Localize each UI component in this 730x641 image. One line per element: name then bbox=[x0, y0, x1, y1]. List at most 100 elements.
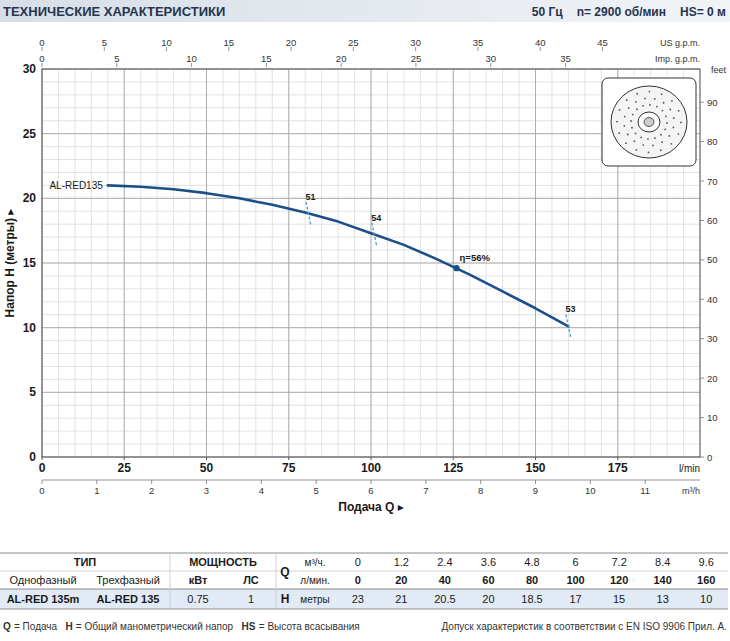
icon-dot bbox=[624, 116, 626, 118]
icon-dot bbox=[666, 122, 668, 124]
table-rule bbox=[0, 553, 728, 554]
secondary-tick bbox=[42, 480, 43, 484]
table-cell: 2.4 bbox=[437, 556, 452, 568]
header-bar bbox=[0, 0, 730, 22]
secondary-tick-label: 50 bbox=[707, 254, 718, 265]
footer-text: = Подача bbox=[14, 621, 58, 632]
y-tick-label: 20 bbox=[23, 191, 37, 205]
x-tick-label: 150 bbox=[525, 461, 545, 475]
secondary-tick bbox=[261, 480, 262, 484]
header-spec: HS= 0 м bbox=[680, 5, 726, 19]
icon-dot bbox=[649, 104, 651, 106]
secondary-tick-label: 20 bbox=[707, 373, 718, 384]
icon-dot bbox=[677, 133, 679, 135]
table-cell: 20 bbox=[482, 593, 494, 605]
y-tick-label: 10 bbox=[23, 321, 37, 335]
icon-dot bbox=[680, 122, 682, 124]
secondary-tick-label: 1 bbox=[94, 485, 99, 496]
table-subheader: Однофазный bbox=[9, 574, 76, 586]
x-tick bbox=[617, 457, 618, 460]
secondary-tick bbox=[700, 141, 704, 142]
minor-grid bbox=[42, 392, 700, 393]
table-cell: 160 bbox=[697, 574, 715, 586]
y-tick-label: 5 bbox=[29, 385, 36, 399]
secondary-tick-label: 10 bbox=[161, 37, 172, 48]
x-tick bbox=[535, 457, 536, 460]
x-tick bbox=[124, 457, 125, 460]
icon-frame bbox=[602, 78, 696, 166]
secondary-tick-label: 9 bbox=[533, 485, 538, 496]
secondary-tick-label: 3 bbox=[204, 485, 209, 496]
x-unit: l/min bbox=[679, 463, 700, 474]
table-cell: AL-RED 135m bbox=[7, 593, 80, 605]
efficiency-label: 53 bbox=[565, 304, 575, 314]
table-cell: 17 bbox=[569, 593, 581, 605]
grid-line bbox=[42, 198, 700, 199]
secondary-tick-label: 40 bbox=[535, 37, 546, 48]
table-cell: AL-RED 135 bbox=[97, 593, 160, 605]
icon-dot bbox=[636, 93, 638, 95]
secondary-tick-label: 20 bbox=[336, 53, 347, 64]
secondary-tick-label: 11 bbox=[640, 485, 650, 496]
secondary-tick-label: 8 bbox=[478, 485, 483, 496]
secondary-tick-label: 30 bbox=[707, 333, 718, 344]
secondary-tick bbox=[700, 299, 704, 300]
table-cell: 4.8 bbox=[524, 556, 539, 568]
table-rule bbox=[276, 553, 277, 609]
icon-dot bbox=[623, 125, 625, 127]
secondary-tick-label: 30 bbox=[410, 37, 421, 48]
table-rule bbox=[170, 553, 171, 609]
plot-frame bbox=[42, 69, 700, 457]
icon-hub bbox=[638, 112, 660, 132]
secondary-tick bbox=[700, 417, 704, 418]
table-rule bbox=[0, 589, 728, 590]
secondary-tick bbox=[700, 181, 704, 182]
grid bbox=[42, 69, 700, 457]
icon-dot bbox=[672, 127, 674, 129]
x-tick bbox=[288, 457, 289, 460]
icon-dot bbox=[626, 99, 628, 101]
table-cell: 6 bbox=[572, 556, 578, 568]
icon-dot bbox=[652, 145, 654, 147]
icon-dot bbox=[635, 101, 637, 103]
footer-text: = Общий манометрический напор bbox=[76, 621, 234, 632]
grid-line bbox=[42, 327, 700, 328]
secondary-tick-label: 25 bbox=[411, 53, 422, 64]
table-cell: 1.2 bbox=[394, 556, 409, 568]
efficiency-mark bbox=[566, 314, 571, 338]
table-cell: 140 bbox=[653, 574, 671, 586]
x-tick bbox=[371, 457, 372, 460]
secondary-tick-label: 45 bbox=[597, 37, 608, 48]
icon-dot bbox=[628, 107, 630, 109]
table-cell: 8.4 bbox=[655, 556, 670, 568]
secondary-tick bbox=[700, 102, 704, 103]
impeller-icon bbox=[602, 78, 696, 166]
icon-dot bbox=[649, 91, 651, 93]
secondary-tick-label: 90 bbox=[707, 97, 718, 108]
icon-dot bbox=[627, 134, 629, 136]
secondary-tick bbox=[480, 480, 481, 484]
icon-dot bbox=[664, 129, 666, 131]
icon-dot bbox=[661, 141, 663, 143]
secondary-tick-label: 40 bbox=[707, 294, 718, 305]
secondary-tick-label: 2 bbox=[149, 485, 154, 496]
table-unit: метры bbox=[300, 594, 329, 605]
header-title: ТЕХНИЧЕСКИЕ ХАРАКТЕРИСТИКИ bbox=[3, 4, 225, 19]
icon-dot bbox=[656, 106, 658, 108]
secondary-axis-unit: US g.p.m. bbox=[660, 38, 700, 48]
secondary-tick bbox=[425, 480, 426, 484]
footer-symbol: Q bbox=[3, 621, 11, 632]
y-axis-title: Напор H (метры) ▸ bbox=[3, 209, 17, 318]
icon-dot bbox=[673, 117, 675, 119]
icon-dot bbox=[665, 115, 667, 117]
footer-symbol: H bbox=[66, 621, 73, 632]
secondary-tick-label: 0 bbox=[39, 53, 44, 64]
efficiency-label: 54 bbox=[371, 213, 381, 223]
icon-dot bbox=[619, 109, 621, 111]
y-tick-label: 0 bbox=[29, 450, 36, 464]
footer-symbol: HS bbox=[242, 621, 256, 632]
icon-disc bbox=[611, 86, 687, 158]
secondary-tick bbox=[96, 480, 97, 484]
secondary-tick-label: 4 bbox=[259, 485, 264, 496]
table-cell: 0 bbox=[355, 556, 361, 568]
